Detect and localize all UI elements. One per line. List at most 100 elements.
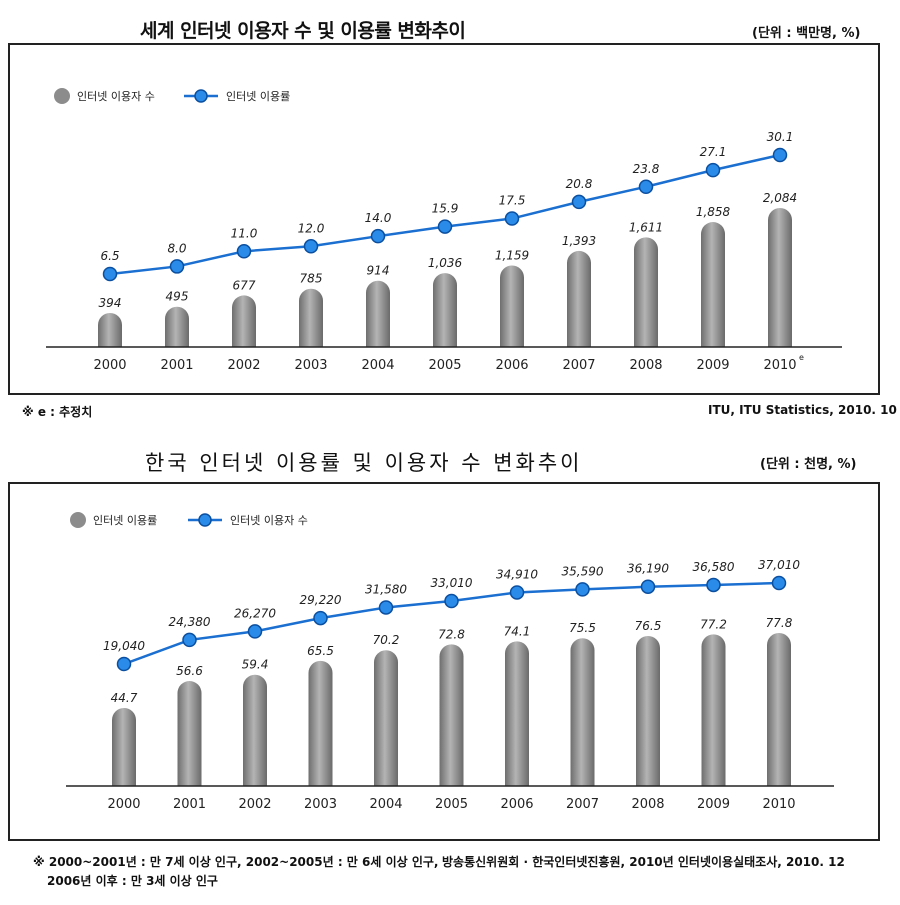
c1-line-label-2003: 12.0 [298, 221, 325, 235]
chart1-source: ITU, ITU Statistics, 2010. 10 [708, 403, 897, 417]
c2-bar-base-2006 [505, 774, 529, 786]
c1-bar-base-2005 [433, 335, 457, 347]
c1-bar-2008 [634, 237, 658, 347]
c2-legend-bar-swatch [70, 512, 86, 528]
c1-bar-base-2008 [634, 335, 658, 347]
c1-line-point-2008 [638, 179, 654, 195]
c2-bar-2001 [177, 681, 202, 786]
c2-line-point-2004 [378, 600, 394, 615]
c1-x-tick-2005: 2005 [428, 358, 461, 373]
c1-legend-bar-swatch [54, 88, 70, 104]
c2-bar-2000 [112, 708, 136, 786]
c1-x-tick-2000: 2000 [93, 358, 126, 373]
c1-bar-2003 [299, 288, 323, 347]
c1-x-tick-2008: 2008 [629, 358, 662, 373]
chart2-source: 방송통신위원회 · 한국인터넷진흥원, 2010년 인터넷이용실태조사, 201… [442, 855, 845, 869]
c2-x-tick-2004: 2004 [369, 797, 402, 812]
c1-bar-label-2004: 914 [367, 264, 390, 278]
c1-legend-line-marker [194, 89, 208, 103]
c1-line-point-2009 [705, 162, 721, 178]
c2-bar-2005 [439, 644, 464, 786]
chart2-note-line2: 2006년 이후 : 만 3세 이상 인구 [47, 874, 218, 888]
c1-line-label-2005: 15.9 [432, 202, 459, 216]
c1-line-label-2000: 6.5 [100, 249, 119, 263]
c2-bar-2010 [767, 633, 791, 786]
chart2-note-line1: ※ 2000~2001년 : 만 7세 이상 인구, 2002~2005년 : … [33, 855, 439, 869]
c1-x-tick-2003: 2003 [294, 358, 327, 373]
c2-line-label-2004: 31,580 [365, 582, 407, 596]
c1-bar-2002 [232, 295, 256, 347]
c1-line-label-2004: 14.0 [365, 211, 392, 225]
c2-bar-2002 [243, 674, 267, 786]
c2-bar-label-2002: 59.4 [242, 658, 269, 672]
c2-line-label-2008: 36,190 [627, 562, 669, 576]
c2-bar-label-2004: 70.2 [373, 633, 400, 647]
c2-line-point-2000 [116, 656, 132, 672]
c2-bar-label-2010: 77.8 [766, 616, 793, 630]
c1-bar-base-2001 [165, 335, 189, 347]
c2-bar-label-2009: 77.2 [700, 617, 727, 631]
c2-line-point-2001 [182, 632, 197, 648]
c2-x-tick-2001: 2001 [173, 797, 206, 812]
c2-x-tick-2010: 2010 [762, 797, 795, 812]
c2-line-label-2001: 24,380 [169, 615, 211, 629]
c1-bar-2007 [567, 250, 591, 347]
c2-bar-2003 [308, 660, 333, 786]
c2-bar-base-2010 [767, 774, 791, 786]
c1-bar-base-2007 [567, 335, 591, 347]
c1-bar-base-2004 [366, 335, 390, 347]
c1-x-tick-2007: 2007 [562, 358, 595, 373]
c2-bar-label-2008: 76.5 [635, 619, 662, 633]
c1-x-tick-2010: 2010 [763, 358, 796, 373]
c1-line-label-2009: 27.1 [700, 145, 727, 159]
c2-bar-base-2009 [701, 774, 726, 786]
c1-line-point-2007 [571, 194, 587, 210]
c2-x-tick-2000: 2000 [107, 797, 140, 812]
c2-bar-base-2000 [112, 774, 136, 786]
chart2-svg: 인터넷 이용률 인터넷 이용자 수 44.7 56.6 59.4 65.5 70.2 72.8… [66, 512, 834, 812]
c2-x-tick-2005: 2005 [435, 797, 468, 812]
c2-bar-base-2001 [177, 774, 202, 786]
c1-bar-label-2009: 1,858 [696, 205, 731, 219]
c1-line-label-2010: 30.1 [767, 130, 794, 144]
c2-bar-base-2005 [439, 774, 464, 786]
c1-x-tick-2001: 2001 [160, 358, 193, 373]
c2-bar-base-2008 [636, 774, 660, 786]
c2-line-point-2007 [575, 582, 590, 597]
c1-line-point-2002 [236, 244, 252, 259]
c1-bar-base-2006 [500, 335, 524, 347]
c2-bar-label-2003: 65.5 [307, 644, 334, 658]
c2-line-label-2005: 33,010 [431, 576, 473, 590]
c1-legend-bar-label: 인터넷 이용자 수 [77, 90, 155, 103]
c1-bar-base-2003 [299, 335, 323, 347]
c2-bar-2008 [636, 635, 660, 786]
c2-bar-2007 [570, 638, 595, 786]
chart1-svg: 인터넷 이용자 수 인터넷 이용률 394 495 677 785 914 1,036 1,15… [46, 88, 842, 373]
c2-x-tick-2002: 2002 [238, 797, 271, 812]
c1-bar-base-2010 [768, 335, 792, 347]
chart1-panel: 인터넷 이용자 수 인터넷 이용률 394 495 677 785 914 1,036 1,15… [8, 43, 880, 395]
c1-bar-2010 [768, 208, 792, 347]
c2-line-point-2006 [509, 585, 525, 600]
c2-bar-2004 [374, 650, 398, 786]
c1-x-tick-2002: 2002 [227, 358, 260, 373]
c2-x-tick-2009: 2009 [697, 797, 730, 812]
c1-bar-label-2001: 495 [166, 290, 189, 304]
c2-bar-base-2007 [570, 774, 595, 786]
c2-bar-base-2002 [243, 774, 267, 786]
c1-line-label-2007: 20.8 [566, 177, 593, 191]
c2-line-point-2009 [706, 577, 721, 593]
c1-legend-line-label: 인터넷 이용률 [226, 90, 290, 103]
c2-line-label-2003: 29,220 [300, 593, 342, 607]
c2-bar-label-2007: 75.5 [569, 621, 596, 635]
c2-legend-line-marker [198, 513, 212, 527]
c2-line-point-2003 [313, 610, 328, 626]
c1-bar-base-2009 [701, 335, 725, 347]
c2-x-tick-2006: 2006 [500, 797, 533, 812]
c2-line-point-2005 [444, 593, 459, 609]
c1-bar-label-2008: 1,611 [629, 220, 663, 234]
c1-x-tick-2006: 2006 [495, 358, 528, 373]
chart1-title: 세계 인터넷 이용자 수 및 이용률 변화추이 [140, 20, 466, 42]
chart1-unit: (단위 : 백만명, %) [752, 26, 861, 41]
c2-bar-base-2004 [374, 774, 398, 786]
